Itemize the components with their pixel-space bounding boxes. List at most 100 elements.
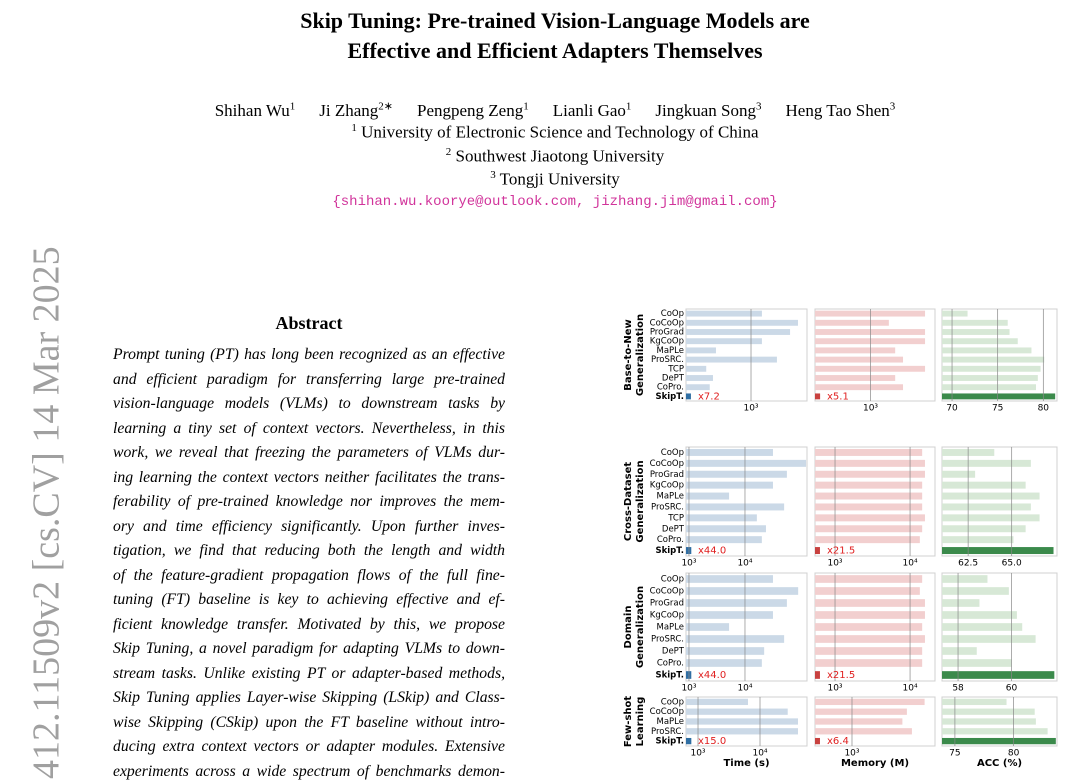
abstract-line: tuning (FT) baseline is key to achieving… <box>113 591 505 608</box>
abstract-line: and efficient paradigm for transferring … <box>113 370 505 388</box>
bar <box>942 525 1026 533</box>
row-label: Generalization <box>635 314 646 396</box>
bar <box>815 503 923 511</box>
x-tick-label: 10³ <box>743 404 758 414</box>
x-tick-label: 75 <box>992 404 1003 414</box>
author: Jingkuan Song3 <box>655 100 761 120</box>
bar <box>815 536 920 544</box>
bar <box>942 737 1056 745</box>
x-tick-label: 10³ <box>681 559 696 569</box>
method-label: SkipT. <box>655 546 684 556</box>
bar <box>815 319 889 326</box>
bar <box>815 728 912 735</box>
bar <box>815 329 926 335</box>
x-tick-label: 65.0 <box>1002 559 1022 569</box>
x-tick-label: 10⁴ <box>903 684 918 694</box>
abstract-line: stream tasks. Unlike existing PT or adap… <box>113 664 505 682</box>
bar <box>942 503 1031 511</box>
affiliation: 3 Tongji University <box>0 169 1077 190</box>
bar <box>815 384 904 391</box>
bar <box>815 737 820 745</box>
bar <box>942 698 1007 706</box>
bar <box>686 356 777 363</box>
method-label: CoPro. <box>657 659 684 669</box>
x-tick-label: 10³ <box>681 684 696 694</box>
bar <box>942 536 1014 544</box>
row-label: Learning <box>635 697 646 747</box>
speedup-annotation: x21.5 <box>827 670 855 681</box>
author-name: Heng Tao Shen <box>785 100 890 120</box>
method-label: ProGrad <box>650 328 684 338</box>
bar <box>686 587 799 595</box>
method-label: CoCoOp <box>650 707 684 717</box>
bar <box>815 459 925 467</box>
x-tick-label: 10³ <box>690 749 705 759</box>
bar <box>686 347 716 354</box>
row-label: Base-to-New <box>623 319 634 390</box>
author-name: Shihan Wu <box>214 100 290 120</box>
bar <box>686 503 785 511</box>
author-name: Lianli Gao <box>552 100 626 120</box>
bar <box>942 587 1009 595</box>
author-affiliation: 1 <box>625 100 632 112</box>
method-label: MaPLe <box>657 623 684 633</box>
affiliation: 2 Southwest Jiaotong University <box>0 146 1077 167</box>
bar <box>686 384 710 391</box>
bar <box>942 671 1055 679</box>
x-tick-label: 58 <box>952 684 964 694</box>
abstract-line: wise Skipping (CSkip) upon the FT baseli… <box>113 713 505 731</box>
bar <box>815 310 926 317</box>
method-label: SkipT. <box>655 671 684 681</box>
emails: {shihan.wu.koorye@outlook.com, jizhang.j… <box>332 194 778 210</box>
bar <box>815 647 923 655</box>
panel-frame <box>685 446 808 557</box>
bar <box>686 737 692 745</box>
method-label: CoOp <box>661 697 684 707</box>
bar <box>942 329 1010 335</box>
method-label: CoOp <box>661 309 684 319</box>
bar <box>942 384 1037 391</box>
x-tick-label: 10⁴ <box>752 749 767 759</box>
speedup-annotation: x15.0 <box>698 736 726 747</box>
bar <box>942 365 1041 372</box>
method-label: ProGrad <box>650 599 684 609</box>
bar <box>815 365 926 372</box>
bar <box>942 575 988 583</box>
bar <box>942 375 1038 381</box>
method-label: CoCoOp <box>650 318 684 328</box>
bar <box>686 599 787 607</box>
method-label: DePT <box>662 524 685 534</box>
bar <box>942 647 977 655</box>
speedup-annotation: x44.0 <box>698 670 726 681</box>
speedup-annotation: x5.1 <box>827 391 849 402</box>
bar <box>942 459 1031 467</box>
method-label: SkipT. <box>655 737 684 747</box>
speedup-annotation: x6.4 <box>827 736 849 747</box>
method-label: KgCoOp <box>650 337 684 347</box>
method-label: ProSRC. <box>651 635 684 645</box>
bar <box>686 459 807 467</box>
bar <box>815 525 923 533</box>
speedup-annotation: x21.5 <box>827 546 855 557</box>
author: Lianli Gao1 <box>552 100 632 120</box>
x-tick-label: 60 <box>1006 684 1018 694</box>
bar <box>815 470 925 478</box>
title-line: Effective and Efficient Adapters Themsel… <box>347 38 763 63</box>
bar <box>686 698 748 706</box>
bar <box>815 481 923 489</box>
axis-title: Time (s) <box>723 758 769 769</box>
abstract-line: work, we reveal that freezing the parame… <box>113 444 505 461</box>
speedup-annotation: x7.2 <box>698 391 720 402</box>
x-tick-label: 75 <box>949 749 960 759</box>
abstract-line: ing learning the context vectors neither… <box>113 468 505 486</box>
abstract-line: Skip Tuning, a novel paradigm for adapti… <box>113 640 505 657</box>
author-affiliation: 1 <box>289 100 296 112</box>
bar <box>686 708 788 715</box>
method-label: ProSRC. <box>651 355 684 365</box>
row-label: Cross-Dataset <box>623 462 634 542</box>
method-label: KgCoOp <box>650 481 684 491</box>
bar <box>815 718 903 725</box>
bar <box>942 611 1017 619</box>
